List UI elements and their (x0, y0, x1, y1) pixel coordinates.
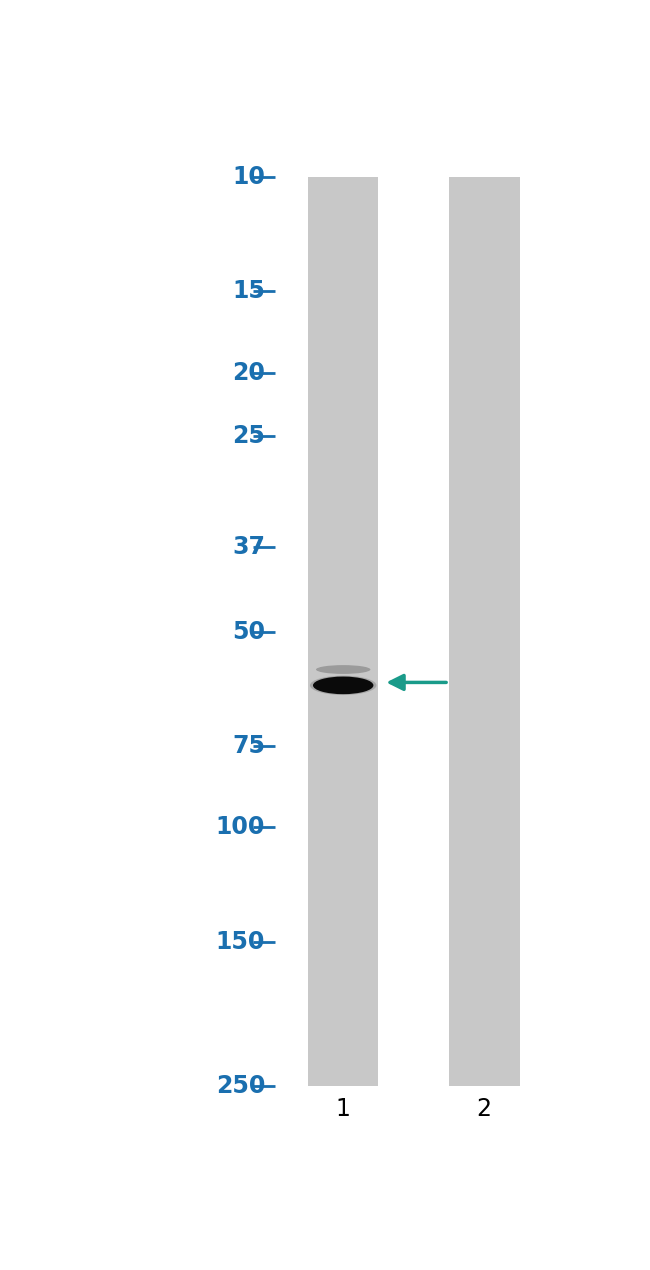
Text: 250: 250 (216, 1074, 265, 1099)
Text: 10: 10 (232, 165, 265, 189)
Bar (308, 177, 378, 1086)
Text: 2: 2 (476, 1097, 492, 1121)
Text: 50: 50 (232, 620, 265, 644)
Text: 25: 25 (232, 424, 265, 448)
Ellipse shape (316, 665, 370, 674)
Ellipse shape (317, 678, 369, 693)
Text: 1: 1 (336, 1097, 350, 1121)
Text: 100: 100 (216, 815, 265, 839)
Ellipse shape (313, 677, 373, 695)
Text: 15: 15 (232, 279, 265, 304)
Text: 75: 75 (232, 734, 265, 758)
Text: 150: 150 (216, 930, 265, 954)
Bar (449, 177, 519, 1086)
Text: 37: 37 (232, 535, 265, 559)
Ellipse shape (310, 676, 376, 695)
Text: 20: 20 (232, 361, 265, 385)
